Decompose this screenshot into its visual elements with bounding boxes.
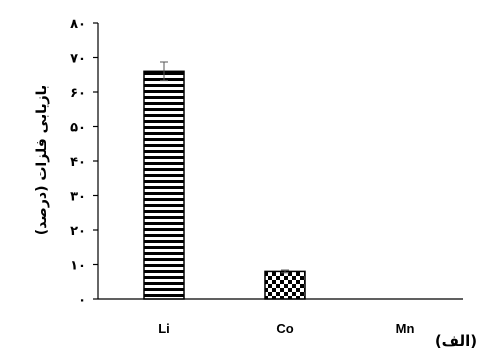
y-tick-label: ٧٠ xyxy=(70,52,86,67)
x-tick-label: Li xyxy=(158,321,170,336)
y-tick-label: ۶٠ xyxy=(70,86,86,101)
x-tick-label: Mn xyxy=(396,321,415,336)
x-tick-label: Co xyxy=(276,321,293,336)
y-axis-ticks: ٠ ١٠ ٢٠ ٣٠ ۴٠ ۵٠ ۶٠ ٧٠ ٨٠ xyxy=(70,17,98,308)
y-tick-label: ٠ xyxy=(78,293,86,308)
y-tick-label: ٣٠ xyxy=(70,190,86,205)
y-tick-label: ١٠ xyxy=(70,259,86,274)
y-tick-label: ۵٠ xyxy=(70,121,86,136)
bar-co xyxy=(264,270,306,300)
y-axis-title: بازیابی فلزات (درصد) xyxy=(34,85,50,235)
bar-li xyxy=(143,70,185,300)
panel-label: (الف) xyxy=(435,332,477,350)
x-axis-labels: Li Co Mn xyxy=(158,321,414,336)
y-tick-label: ٢٠ xyxy=(70,224,86,239)
y-tick-label: ٨٠ xyxy=(70,17,86,32)
bars xyxy=(143,61,306,300)
y-tick-label: ۴٠ xyxy=(70,155,86,170)
